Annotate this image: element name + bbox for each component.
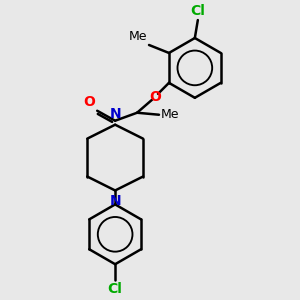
Text: N: N xyxy=(109,107,121,121)
Text: Me: Me xyxy=(161,108,179,121)
Text: O: O xyxy=(149,90,161,104)
Text: Cl: Cl xyxy=(190,4,205,18)
Text: O: O xyxy=(83,95,95,109)
Text: Me: Me xyxy=(128,30,147,43)
Text: Cl: Cl xyxy=(108,282,123,296)
Text: N: N xyxy=(109,194,121,208)
